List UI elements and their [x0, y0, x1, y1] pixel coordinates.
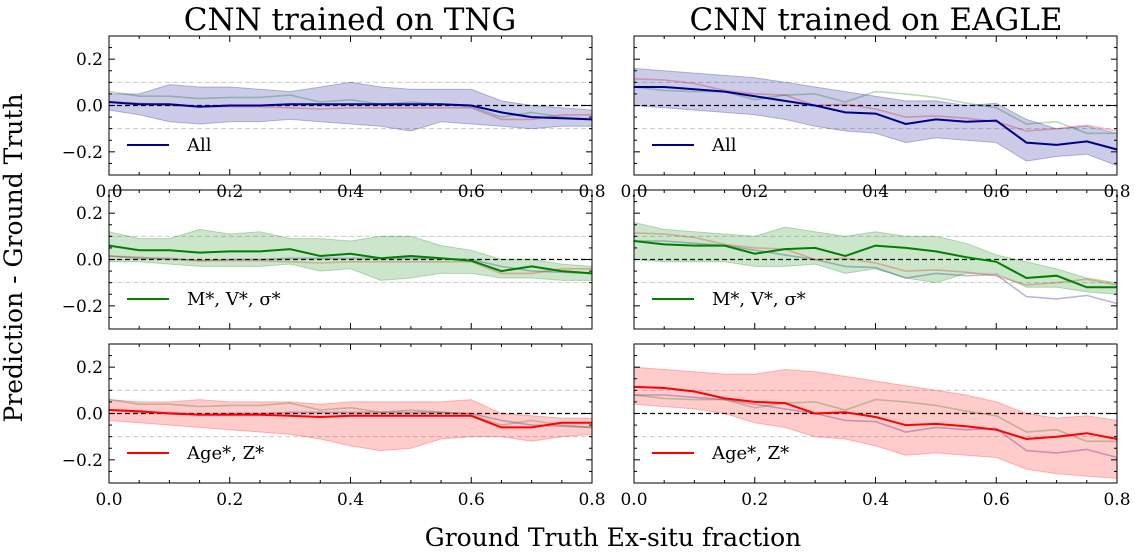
x-tick-label: 0.6 — [983, 490, 1010, 510]
x-tick-label: 0.6 — [458, 490, 485, 510]
x-tick-label: 0.0 — [620, 490, 647, 510]
y-tick-label: 0.0 — [76, 251, 103, 271]
x-tick-label: 0.8 — [578, 490, 605, 510]
y-tick-label: −0.2 — [62, 297, 103, 317]
series-line-pop — [108, 409, 592, 429]
title-tng: CNN trained on TNG — [184, 2, 517, 38]
x-axis-label: Ground Truth Ex-situ fraction — [425, 523, 802, 552]
legend-label: Age*, Z* — [711, 443, 789, 464]
legend-label: M*, V*, σ* — [712, 289, 806, 310]
series-line-all — [108, 101, 593, 121]
confidence-band-all — [633, 67, 1118, 167]
confidence-band-dyn — [633, 221, 1118, 295]
x-tick-label: 0.4 — [862, 490, 889, 510]
series-line-pop — [633, 385, 1118, 441]
series-line-all — [634, 86, 1118, 151]
panel-tng-pop: 0.0 0.2 0.4 0.6 0.8 −0.2 0.0 0.2 Age*, Z* — [62, 343, 606, 510]
x-tick-label: 0.0 — [95, 490, 122, 510]
confidence-band-dyn — [108, 228, 593, 281]
legend-label: M*, V*, σ* — [187, 289, 281, 310]
y-tick-label: 0.0 — [76, 405, 103, 425]
panel-eagle-pop: 0.0 0.2 0.4 0.6 0.8 Age*, Z* — [620, 343, 1131, 510]
series-line-all-faded — [634, 394, 1118, 459]
panel-tng-dyn: −0.2 0.0 0.2 M*, V*, σ* — [62, 189, 593, 330]
y-tick-label: −0.2 — [62, 143, 103, 163]
x-tick-label: 0.2 — [741, 490, 768, 510]
series-line-all-faded — [108, 255, 593, 275]
series-line-pop-faded — [633, 232, 1118, 286]
series-line-dyn-faded — [108, 90, 593, 121]
x-tick-label: 0.2 — [216, 490, 243, 510]
y-tick-label: 0.2 — [76, 204, 103, 224]
panel-eagle-dyn: M*, V*, σ* — [633, 189, 1118, 330]
series-line-pop-faded — [108, 255, 592, 275]
series-line-dyn — [108, 244, 593, 275]
legend-label: All — [186, 135, 212, 156]
x-tick-label: 0.8 — [1103, 490, 1130, 510]
confidence-band-all — [108, 81, 593, 132]
y-tick-label: 0.2 — [76, 358, 103, 378]
legend-label: All — [711, 135, 737, 156]
x-tick-label: 0.4 — [337, 490, 364, 510]
y-tick-label: 0.2 — [76, 50, 103, 70]
y-axis-label: Prediction - Ground Truth — [0, 93, 28, 422]
confidence-band-pop — [108, 399, 593, 452]
series-line-dyn-faded — [633, 394, 1117, 443]
title-eagle: CNN trained on EAGLE — [690, 2, 1063, 38]
series-line-dyn — [633, 240, 1117, 289]
legend-label: Age*, Z* — [186, 443, 264, 464]
confidence-band-pop — [633, 366, 1118, 479]
series-line-dyn-faded — [108, 398, 593, 429]
series-line-pop-faded — [633, 78, 1118, 132]
y-tick-label: 0.0 — [76, 97, 103, 117]
y-tick-label: −0.2 — [62, 451, 103, 471]
